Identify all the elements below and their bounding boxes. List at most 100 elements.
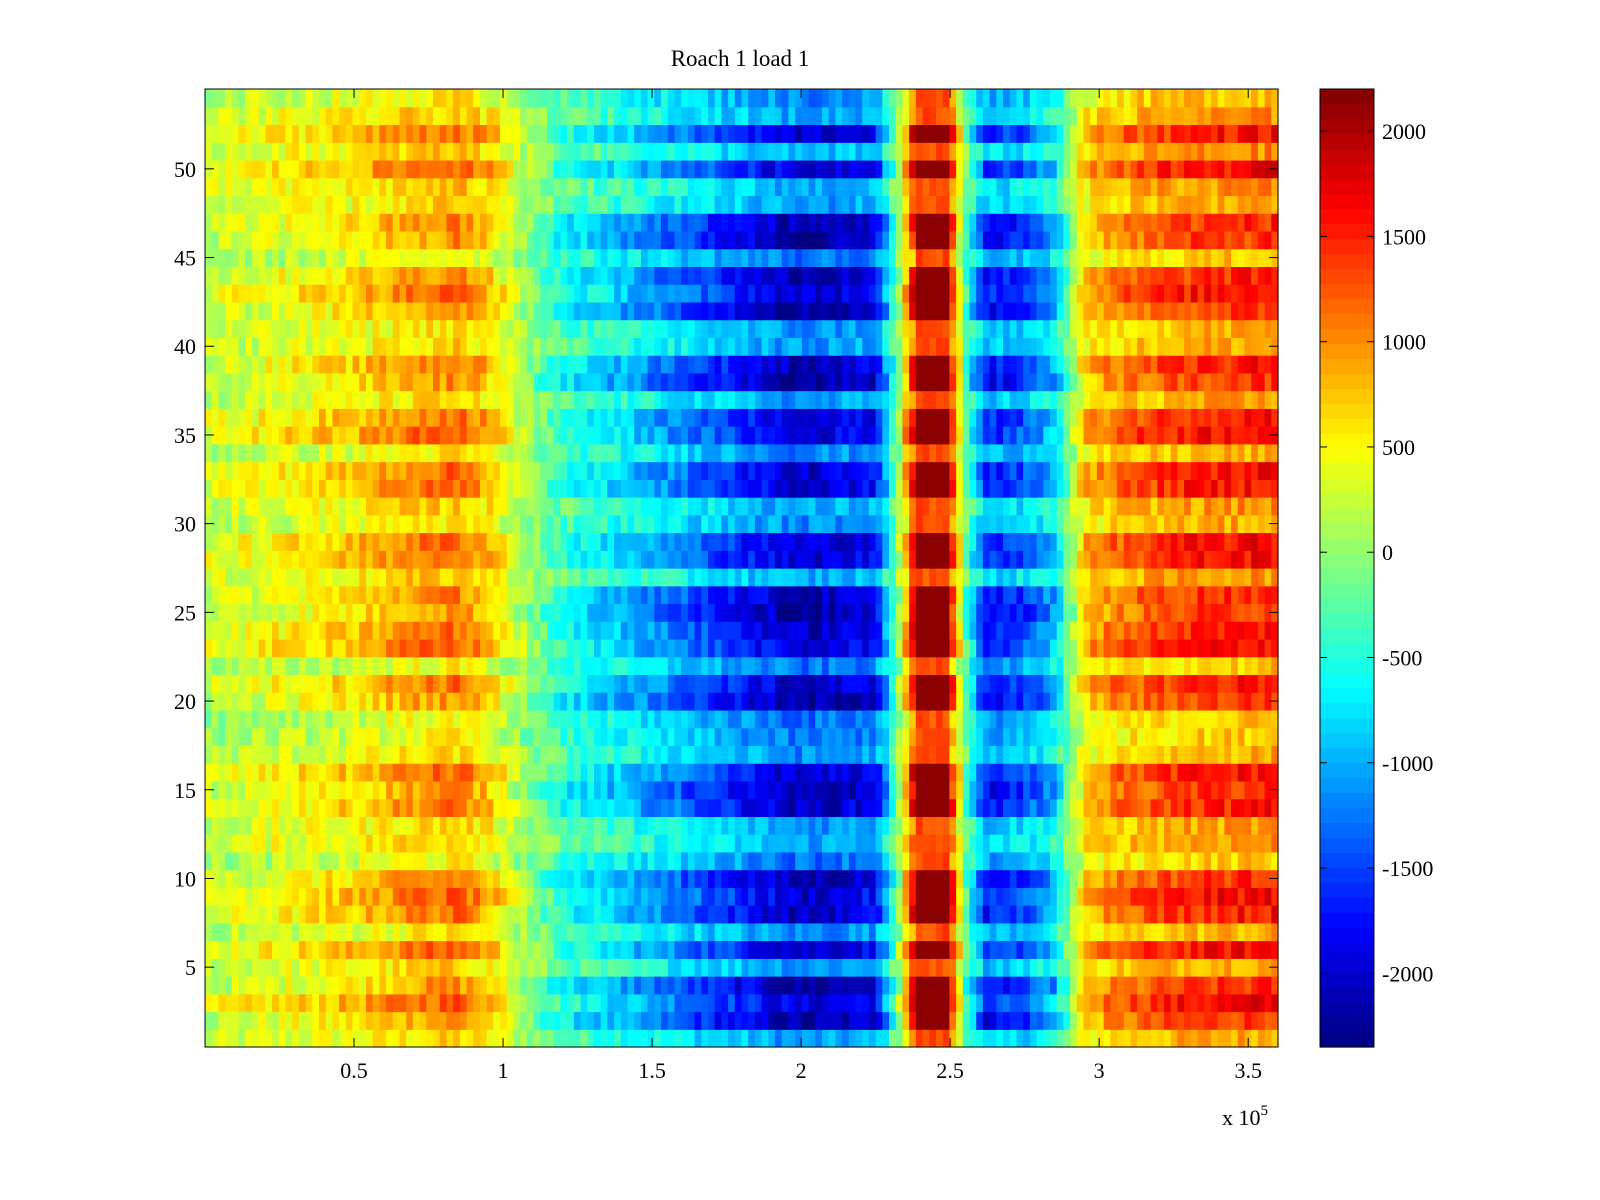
heatmap-cell: [654, 780, 662, 800]
heatmap-cell: [439, 603, 448, 622]
heatmap-cell: [821, 532, 830, 551]
heatmap-cell: [1217, 568, 1225, 587]
heatmap-cell: [359, 638, 367, 658]
heatmap-cell: [600, 621, 608, 640]
heatmap-cell: [855, 532, 863, 551]
heatmap-cell: [654, 497, 662, 516]
heatmap-cell: [1009, 993, 1018, 1013]
heatmap-cell: [345, 780, 354, 800]
heatmap-cell: [1163, 514, 1172, 534]
heatmap-cell: [493, 745, 501, 764]
heatmap-cell: [1217, 798, 1225, 817]
heatmap-cell: [795, 887, 803, 906]
heatmap-cell: [1130, 763, 1138, 782]
heatmap-cell: [513, 958, 521, 977]
heatmap-cell: [748, 922, 756, 942]
heatmap-cell: [547, 922, 555, 942]
heatmap-cell: [372, 976, 380, 995]
heatmap-cell: [540, 958, 548, 977]
heatmap-cell: [976, 763, 984, 782]
heatmap-cell: [828, 514, 836, 534]
heatmap-cell: [647, 851, 655, 871]
heatmap-cell: [325, 905, 334, 924]
heatmap-cell: [1231, 1011, 1239, 1030]
heatmap-cell: [634, 514, 642, 534]
heatmap-cell: [439, 585, 448, 605]
heatmap-cell: [459, 887, 468, 906]
heatmap-cell: [1123, 638, 1132, 658]
heatmap-cell: [862, 940, 870, 959]
heatmap-cell: [707, 816, 716, 835]
heatmap-cell: [459, 550, 468, 569]
heatmap-cell: [701, 976, 709, 995]
heatmap-cell: [325, 887, 334, 906]
heatmap-cell: [1157, 550, 1165, 569]
heatmap-cell: [1016, 692, 1024, 711]
heatmap-cell: [935, 568, 944, 587]
heatmap-cell: [292, 976, 300, 995]
heatmap-cell: [513, 532, 521, 551]
heatmap-cell: [1157, 763, 1165, 782]
heatmap-cell: [1049, 1029, 1058, 1048]
heatmap-cell: [1264, 497, 1272, 516]
heatmap-cell: [661, 532, 669, 551]
heatmap-cell: [439, 1011, 448, 1030]
heatmap-cell: [406, 922, 414, 942]
heatmap-cell: [1264, 514, 1272, 534]
heatmap-cell: [1110, 550, 1118, 569]
heatmap-cell: [795, 638, 803, 658]
heatmap-cell: [640, 958, 649, 977]
heatmap-cell: [258, 692, 266, 711]
heatmap-cell: [942, 816, 950, 835]
heatmap-cell: [1016, 568, 1024, 587]
heatmap-cell: [1083, 621, 1091, 640]
heatmap-cell: [895, 585, 904, 605]
heatmap-cell: [567, 532, 575, 551]
heatmap-cell: [1137, 514, 1145, 534]
heatmap-cell: [875, 727, 883, 747]
heatmap-cell: [781, 550, 790, 569]
heatmap-cell: [862, 1029, 870, 1048]
heatmap-cell: [1117, 709, 1125, 729]
heatmap-cell: [305, 887, 313, 906]
heatmap-cell: [265, 993, 273, 1013]
heatmap-cell: [567, 568, 575, 587]
heatmap-cell: [493, 550, 501, 569]
heatmap-cell: [969, 798, 977, 817]
heatmap-cell: [359, 851, 367, 871]
heatmap-cell: [982, 656, 991, 676]
heatmap-cell: [359, 656, 367, 676]
heatmap-cell: [1096, 763, 1105, 782]
heatmap-cell: [486, 514, 494, 534]
heatmap-cell: [835, 887, 843, 906]
heatmap-cell: [1070, 727, 1078, 747]
heatmap-cell: [500, 656, 508, 676]
heatmap-cell: [292, 887, 300, 906]
heatmap-cell: [493, 922, 501, 942]
heatmap-cell: [627, 674, 635, 693]
heatmap-cell: [426, 532, 434, 551]
heatmap-cell: [935, 727, 944, 747]
heatmap-cell: [821, 727, 830, 747]
heatmap-cell: [848, 869, 857, 888]
heatmap-cell: [1150, 674, 1158, 693]
heatmap-cell: [265, 479, 273, 498]
heatmap-cell: [808, 585, 816, 605]
heatmap-cell: [1184, 798, 1192, 817]
heatmap-cell: [915, 869, 924, 888]
heatmap-cell: [419, 780, 427, 800]
heatmap-cell: [225, 993, 233, 1013]
heatmap-cell: [1177, 816, 1185, 835]
heatmap-cell: [801, 976, 810, 995]
heatmap-cell: [909, 976, 917, 995]
heatmap-cell: [754, 585, 763, 605]
heatmap-cell: [433, 780, 441, 800]
heatmap-cell: [1023, 568, 1031, 587]
heatmap-cell: [1083, 940, 1091, 959]
heatmap-cell: [1009, 798, 1018, 817]
heatmap-cell: [1257, 497, 1266, 516]
heatmap-cell: [352, 993, 360, 1013]
heatmap-cell: [392, 745, 401, 764]
heatmap-cell: [647, 497, 655, 516]
